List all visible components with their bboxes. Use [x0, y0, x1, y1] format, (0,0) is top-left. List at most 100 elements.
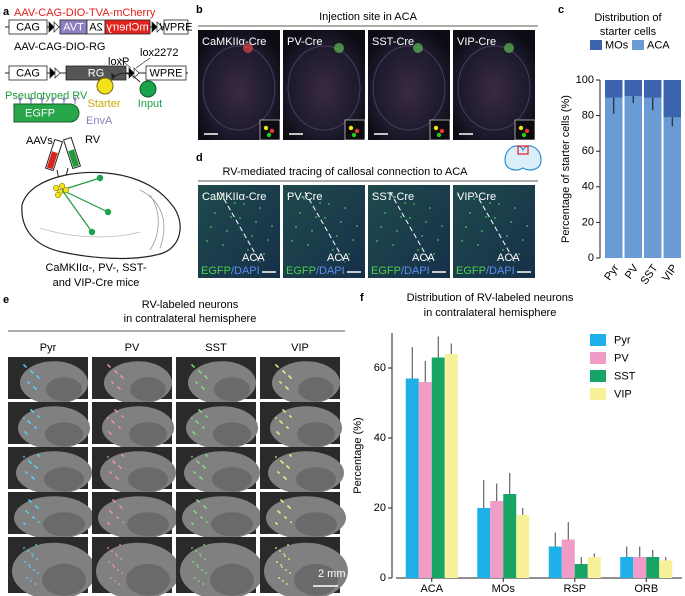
- lox-site: [49, 67, 56, 79]
- input-dot: [88, 228, 96, 236]
- construct-name: AAV-CAG-DIO-RG: [14, 41, 105, 53]
- labeled-neuron: [35, 544, 37, 546]
- bar: [620, 557, 634, 578]
- labeled-cell: [311, 230, 313, 232]
- labeled-neuron: [191, 417, 193, 419]
- labeled-neuron: [203, 427, 205, 429]
- labeled-neuron: [28, 564, 30, 566]
- section-inner: [127, 512, 169, 537]
- y-tick-label: 0: [380, 572, 386, 584]
- labeled-neuron: [195, 512, 197, 514]
- labeled-neuron: [112, 382, 114, 384]
- cerebellum: [139, 189, 165, 251]
- labeled-neuron: [280, 382, 282, 384]
- labeled-neuron: [32, 555, 34, 557]
- labeled-neuron: [36, 558, 38, 560]
- labeled-neuron: [284, 411, 286, 413]
- inset: [344, 119, 366, 141]
- labeled-cell: [514, 207, 516, 209]
- construct-box: [8, 19, 48, 35]
- image-label: SST-Cre: [372, 191, 414, 203]
- labeled-neuron: [27, 512, 29, 514]
- line: [135, 57, 151, 69]
- construct-box: [163, 19, 189, 35]
- section-inner: [211, 512, 253, 537]
- label: RG: [88, 67, 105, 79]
- labeled-cell: [461, 240, 463, 242]
- label: 2A: [89, 21, 103, 33]
- labeled-cell: [441, 225, 443, 227]
- input-dot: [96, 174, 104, 182]
- bar-segment: [605, 80, 623, 98]
- envelope-protein: [40, 97, 44, 101]
- stain-egfp: EGFP: [201, 265, 231, 277]
- injection-site: [413, 43, 423, 53]
- legend-swatch: [632, 40, 644, 50]
- construct-box: [104, 19, 151, 35]
- labeled-neuron: [287, 427, 289, 429]
- legend-label: MOs: [605, 39, 629, 51]
- y-axis-label: Percentage of starter cells (%): [560, 95, 572, 243]
- lox-site: [151, 21, 158, 33]
- labeled-cell: [429, 207, 431, 209]
- lox-site: [156, 21, 163, 33]
- labeled-neuron: [201, 517, 203, 519]
- bar: [490, 501, 504, 578]
- line: [389, 191, 431, 263]
- labeled-neuron: [119, 544, 121, 546]
- section-inner: [43, 512, 85, 537]
- construct-box: [8, 65, 48, 81]
- panel-label: c: [558, 4, 564, 16]
- y-tick-label: 20: [374, 502, 386, 514]
- labeled-neuron: [117, 478, 119, 480]
- labeled-neuron: [36, 467, 38, 469]
- labeled-neuron: [289, 572, 291, 574]
- bar: [431, 357, 445, 578]
- labeled-neuron: [35, 388, 37, 390]
- stain-label: EGFP/DAPI: [456, 265, 515, 277]
- labeled-neuron: [194, 577, 196, 579]
- labeled-cell: [239, 217, 241, 219]
- chart-title: Distribution of RV-labeled neurons: [407, 292, 574, 304]
- y-tick-label: 60: [374, 362, 386, 374]
- label: lox2272: [140, 47, 179, 59]
- bar-segment: [624, 96, 642, 259]
- labeled-cell: [263, 253, 265, 255]
- labeled-neuron: [122, 416, 124, 418]
- syringe-fill: [68, 149, 80, 168]
- labeled-neuron: [278, 472, 280, 474]
- inset-cell: [436, 132, 442, 138]
- virus: [13, 103, 80, 123]
- labeled-neuron: [115, 553, 117, 555]
- labeled-neuron: [288, 467, 290, 469]
- labeled-neuron: [35, 427, 37, 429]
- label: mCherry: [106, 21, 149, 33]
- labeled-cell: [481, 230, 483, 232]
- labeled-cell: [267, 239, 269, 241]
- labeled-cell: [206, 240, 208, 242]
- labeled-neuron: [200, 411, 202, 413]
- label: CAG: [16, 67, 40, 79]
- labeled-neuron: [114, 580, 116, 582]
- labeled-cell: [384, 212, 386, 214]
- labeled-neuron: [107, 456, 109, 458]
- section-inner: [129, 422, 167, 447]
- labeled-neuron: [32, 372, 34, 374]
- labeled-neuron: [288, 558, 290, 560]
- y-tick-label: 40: [374, 432, 386, 444]
- labeled-neuron: [290, 377, 292, 379]
- panel-title: RV-mediated tracing of callosal connecti…: [223, 166, 469, 178]
- micrograph: [368, 185, 450, 278]
- envelope-protein: [18, 97, 22, 101]
- labeled-neuron: [32, 411, 34, 413]
- x-tick-label: RSP: [563, 583, 586, 595]
- brain-icon: [504, 145, 542, 171]
- panel-label: d: [196, 152, 203, 164]
- bar: [405, 378, 419, 578]
- labeled-cell: [243, 203, 245, 205]
- inset-cell: [351, 132, 357, 138]
- label: RV: [85, 134, 101, 146]
- legend-swatch: [590, 352, 606, 364]
- labeled-neuron: [198, 462, 200, 464]
- section-inner: [46, 377, 82, 402]
